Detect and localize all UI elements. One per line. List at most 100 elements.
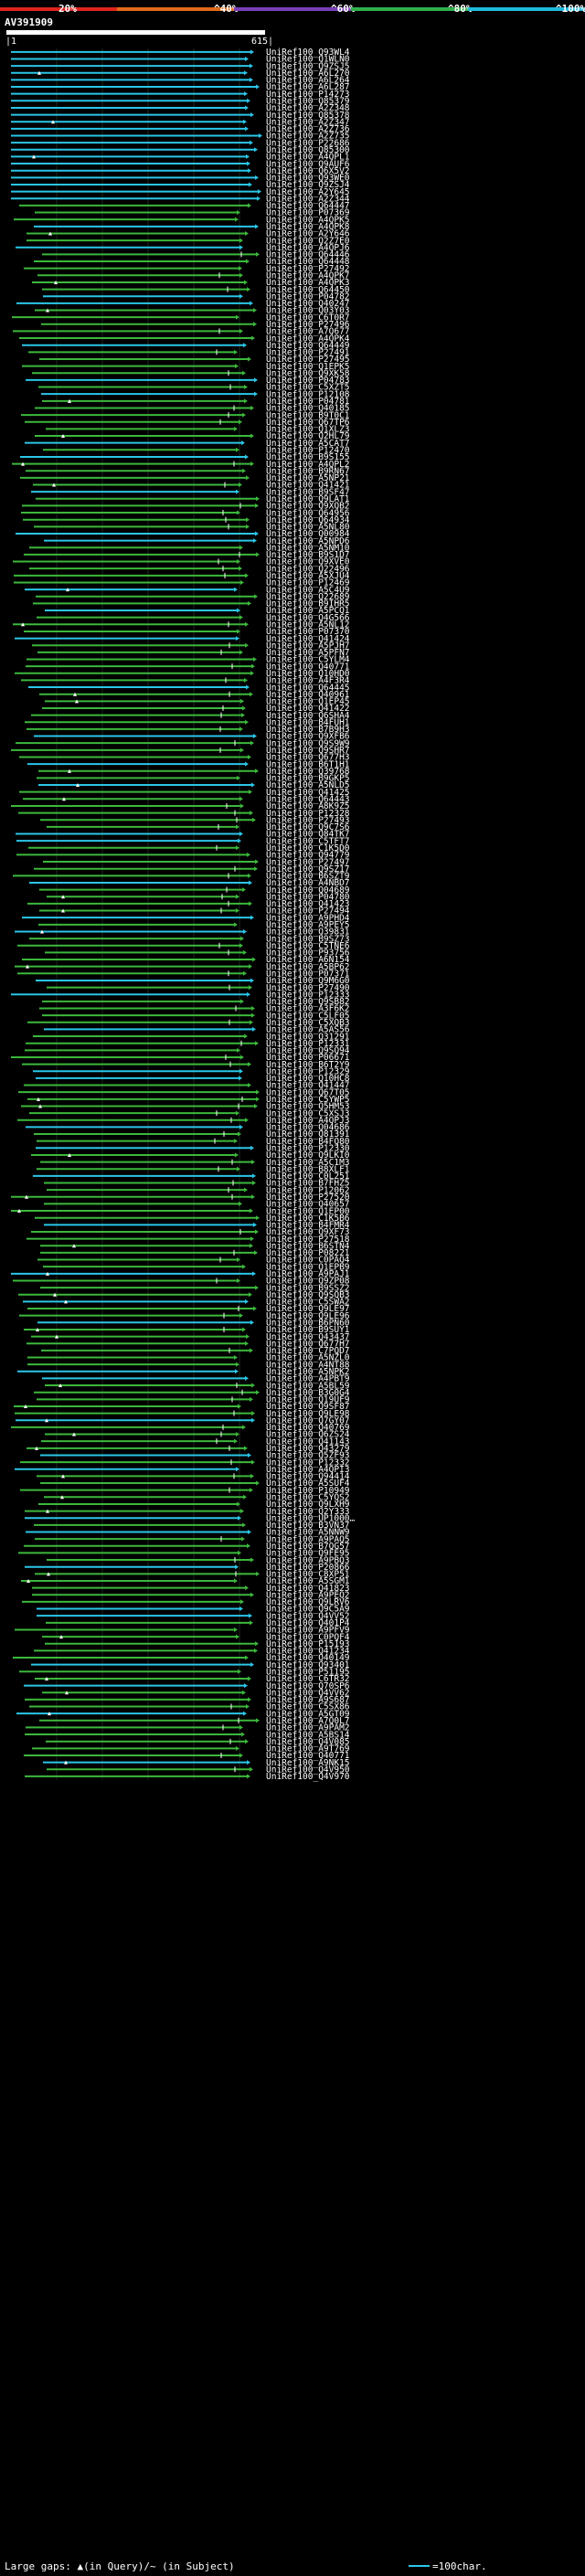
hit-row[interactable]: UniRef100_Q19UF9 <box>37 1395 350 1405</box>
hit-row[interactable]: UniRef100_Q9FE95 <box>18 1549 350 1559</box>
hit-label[interactable]: UniRef100_C5SWA2 <box>266 1298 350 1308</box>
hit-label[interactable]: UniRef100_A8K9Z5 <box>266 801 350 811</box>
hit-label[interactable]: UniRef100_B9SSZ2 <box>266 1283 350 1293</box>
hit-row[interactable]: UniRef100_Q04689 <box>39 885 350 896</box>
hit-row[interactable]: UniRef100_Q9SQB3 <box>18 1290 350 1300</box>
hit-row[interactable]: UniRef100_C5YWP5 <box>27 1095 350 1105</box>
hit-label[interactable]: UniRef100_Q43279 <box>266 1444 350 1454</box>
hit-row[interactable]: UniRef100_Q40185 <box>35 404 350 414</box>
hit-label[interactable]: UniRef100_B9SUY1 <box>266 1325 350 1335</box>
hit-label[interactable]: UniRef100_A5C1M3 <box>266 1158 350 1168</box>
hit-row[interactable]: UniRef100_A9PFV9 <box>15 1626 350 1636</box>
hit-label[interactable]: UniRef100_Q41143 <box>266 1436 350 1447</box>
hit-label[interactable]: UniRef100_C0PAQ4 <box>266 1256 350 1266</box>
hit-label[interactable]: UniRef100_C1K5D0 <box>266 843 350 853</box>
hit-row[interactable]: UniRef100_B6T2Y9 <box>22 1060 350 1070</box>
hit-label[interactable]: UniRef100_Q9SQ94 <box>266 1046 350 1056</box>
hit-label[interactable]: UniRef100_Q64448 <box>266 257 350 267</box>
hit-row[interactable]: UniRef100_B9S1D7 <box>24 550 350 560</box>
hit-label[interactable]: UniRef100_A5NNW9 <box>266 1528 350 1538</box>
hit-label[interactable]: UniRef100_B6STN4 <box>266 1241 350 1251</box>
hit-row[interactable]: UniRef100_Q1XLZ3 <box>46 425 350 435</box>
hit-label[interactable]: UniRef100_P27495 <box>266 355 350 365</box>
hit-row[interactable]: UniRef100_Q43437 <box>31 1332 350 1342</box>
hit-label[interactable]: UniRef100_Q70SP6 <box>266 1681 350 1691</box>
hit-row[interactable]: UniRef100_C5XSJ3 <box>29 1108 350 1118</box>
hit-row[interactable]: UniRef100_B9SSZ2 <box>40 1283 350 1293</box>
hit-row[interactable]: UniRef100_A5C1M3 <box>40 1158 350 1168</box>
hit-row[interactable]: UniRef100_B4FQ80 <box>37 1137 350 1147</box>
hit-row[interactable]: UniRef100_P06671 <box>11 1053 350 1063</box>
hit-row[interactable]: UniRef100_Q677H7 <box>27 1339 350 1349</box>
hit-row[interactable]: UniRef100_P04782 <box>43 292 350 302</box>
hit-label[interactable]: UniRef100_C0L251 <box>266 1171 350 1182</box>
hit-row[interactable]: UniRef100_Q41424 <box>15 634 350 644</box>
hit-label[interactable]: UniRef100_Q81391 <box>266 1129 350 1140</box>
hit-label[interactable]: UniRef100_P12329 <box>266 1066 350 1076</box>
hit-label[interactable]: UniRef100_Q9XF73 <box>266 1227 350 1237</box>
hit-label[interactable]: UniRef100_A5NL12 <box>266 620 350 631</box>
hit-label[interactable]: UniRef100_A6L270 <box>266 69 350 79</box>
hit-row[interactable]: UniRef100_A2Y645 <box>11 187 350 197</box>
hit-label[interactable]: UniRef100_B9S1D7 <box>266 550 350 560</box>
hit-label[interactable]: UniRef100_Q9ZSJ5 <box>266 61 350 71</box>
hit-label[interactable]: UniRef100_A4QPK3 <box>266 278 350 288</box>
hit-label[interactable]: UniRef100_C7PQD7 <box>266 1346 350 1356</box>
hit-label[interactable]: UniRef100_Q93WL4 <box>266 48 350 58</box>
hit-row[interactable]: UniRef100_A5PFN7 <box>37 648 350 658</box>
hit-label[interactable]: UniRef100_A5C4U9 <box>266 585 350 595</box>
hit-row[interactable]: UniRef100_P27492 <box>24 264 350 274</box>
hit-row[interactable]: UniRef100_Q64445 <box>28 683 350 693</box>
hit-label[interactable]: UniRef100_Q4V950 <box>266 1765 350 1775</box>
hit-label[interactable]: UniRef100_A2Z735 <box>266 132 350 142</box>
hit-label[interactable]: UniRef100_P27518 <box>266 1235 350 1245</box>
hit-row[interactable]: UniRef100_A4QPK5 <box>14 215 350 225</box>
hit-row[interactable]: UniRef100_Q1WLN0 <box>11 55 350 65</box>
hit-row[interactable]: UniRef100_P04780 <box>47 892 350 902</box>
hit-row[interactable]: UniRef100_Q9ZSJ5 <box>11 61 350 71</box>
hit-label[interactable]: UniRef100_A5NL80 <box>266 523 350 533</box>
hit-row[interactable]: UniRef100_Q9ZP08 <box>13 1277 350 1287</box>
hit-row[interactable]: UniRef100_B6T1H1 <box>27 759 350 769</box>
hit-label[interactable]: UniRef100_Q9LAT1 <box>266 494 350 504</box>
hit-row[interactable]: UniRef100_Q81391 <box>34 1129 350 1140</box>
hit-label[interactable]: UniRef100_P27491 <box>266 348 350 358</box>
hit-row[interactable]: UniRef100_A5SUF4 <box>40 1479 350 1489</box>
hit-row[interactable]: UniRef100_P12470 <box>43 446 350 456</box>
hit-row[interactable]: UniRef100_P20866 <box>25 1563 350 1573</box>
hit-row[interactable]: UniRef100_A5NPD6 <box>44 536 350 546</box>
hit-row[interactable]: UniRef100_A5PCQ1 <box>45 606 350 616</box>
hit-label[interactable]: UniRef100_Q9LKI0 <box>266 1150 350 1161</box>
hit-row[interactable]: UniRef100_Q2Y333 <box>25 1507 350 1517</box>
hit-label[interactable]: UniRef100_A5PFN7 <box>266 648 350 658</box>
hit-row[interactable]: UniRef100_B6PN60 <box>37 1319 350 1329</box>
hit-label[interactable]: UniRef100_Q9S9W9 <box>266 738 350 748</box>
hit-row[interactable]: UniRef100_B9SF47 <box>31 487 350 497</box>
hit-label[interactable]: UniRef100_P06671 <box>266 1053 350 1063</box>
hit-row[interactable]: UniRef100_P12330 <box>36 1144 350 1154</box>
hit-label[interactable]: UniRef100_A3F6K2 <box>266 1004 350 1014</box>
hit-label[interactable]: UniRef100_A9PFV9 <box>266 1626 350 1636</box>
hit-label[interactable]: UniRef100_B6T1H1 <box>266 759 350 769</box>
hit-row[interactable]: UniRef100_Q9S9W9 <box>16 738 350 748</box>
hit-row[interactable]: UniRef100_P12108 <box>41 389 350 399</box>
hit-row[interactable]: UniRef100_C5XZT5 <box>38 383 350 393</box>
hit-row[interactable]: UniRef100_A2Z347 <box>11 117 350 127</box>
hit-row[interactable]: UniRef100_P93756 <box>45 949 350 959</box>
hit-row[interactable]: UniRef100_Q39768 <box>38 767 350 777</box>
hit-row[interactable]: UniRef100_A9PAJ1 <box>11 1269 350 1279</box>
hit-label[interactable]: UniRef100_A5NPK2 <box>266 1367 350 1377</box>
hit-row[interactable]: UniRef100_C0PAQ4 <box>37 1256 350 1266</box>
hit-row[interactable]: UniRef100_A9NK15 <box>43 1758 350 1768</box>
hit-row[interactable]: UniRef100_Q4V950 <box>47 1765 350 1775</box>
hit-label[interactable]: UniRef100_Q64956 <box>266 508 350 518</box>
hit-row[interactable]: UniRef100_A6L270 <box>11 69 350 79</box>
hit-label[interactable]: UniRef100_Q94779 <box>266 851 350 861</box>
hit-label[interactable]: UniRef100_Q64446 <box>266 250 350 260</box>
hit-label[interactable]: UniRef100_B9RN67 <box>266 466 350 476</box>
hit-row[interactable]: UniRef100_Q1EPB9 <box>43 1262 350 1272</box>
hit-label[interactable]: UniRef100_Q22689 <box>266 592 350 602</box>
hit-label[interactable]: UniRef100_A6N154 <box>266 955 350 965</box>
hit-row[interactable]: UniRef100_A5NPK2 <box>17 1367 350 1377</box>
hit-label[interactable]: UniRef100_A5PJH7 <box>266 641 350 651</box>
